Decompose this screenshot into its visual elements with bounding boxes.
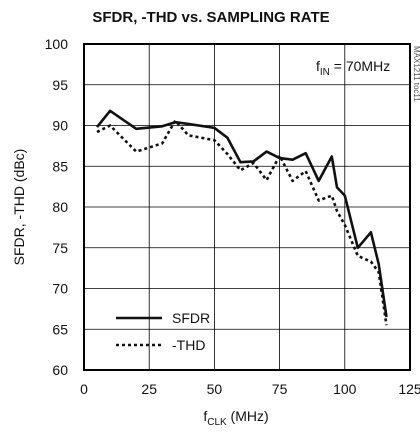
y-tick-label: 75	[52, 240, 68, 256]
y-tick-label: 80	[52, 199, 68, 215]
x-axis-label: fCLK (MHz)	[203, 408, 268, 428]
plot-frame	[83, 43, 411, 371]
y-tick-label: 90	[52, 118, 68, 134]
legend-label-sfdr: SFDR	[172, 310, 210, 326]
y-tick-label: 85	[52, 158, 68, 174]
series-line-thd	[96, 119, 388, 326]
annotation-rest: = 70MHz	[330, 58, 390, 74]
annotation-main: f	[316, 58, 320, 74]
legend-label-thd: -THD	[172, 337, 205, 353]
x-tick-label: 25	[141, 381, 157, 397]
x-axis-label-unit: (MHz)	[227, 408, 269, 424]
y-tick-label: 65	[52, 321, 68, 337]
series-line-sfdr	[95, 109, 388, 318]
y-tick-labels: 60 65 70 75 80 85 90 95 100	[45, 36, 69, 378]
chart-title: SFDR, -THD vs. SAMPLING RATE	[92, 9, 329, 26]
series-lines	[95, 109, 388, 326]
y-tick-label: 60	[52, 362, 68, 378]
y-tick-label: 70	[52, 281, 68, 297]
side-code: MAX1211 toc11	[412, 46, 420, 102]
annotation-sub: IN	[320, 67, 330, 78]
grid	[84, 44, 410, 370]
y-axis-label: SFDR, -THD (dBc)	[11, 149, 27, 266]
x-tick-label: 75	[272, 381, 288, 397]
x-tick-label: 125	[398, 381, 420, 397]
x-tick-label: 50	[207, 381, 223, 397]
x-tick-label: 100	[333, 381, 357, 397]
x-axis-label-sub: CLK	[207, 417, 227, 428]
annotation-fin: fIN = 70MHz	[316, 58, 390, 78]
legend: SFDR -THD	[116, 310, 210, 353]
x-axis-label-main: f	[203, 408, 207, 424]
y-tick-label: 95	[52, 77, 68, 93]
x-tick-label: 0	[80, 381, 88, 397]
x-tick-labels: 0 25 50 75 100 125	[80, 381, 420, 397]
y-tick-label: 100	[45, 36, 69, 52]
